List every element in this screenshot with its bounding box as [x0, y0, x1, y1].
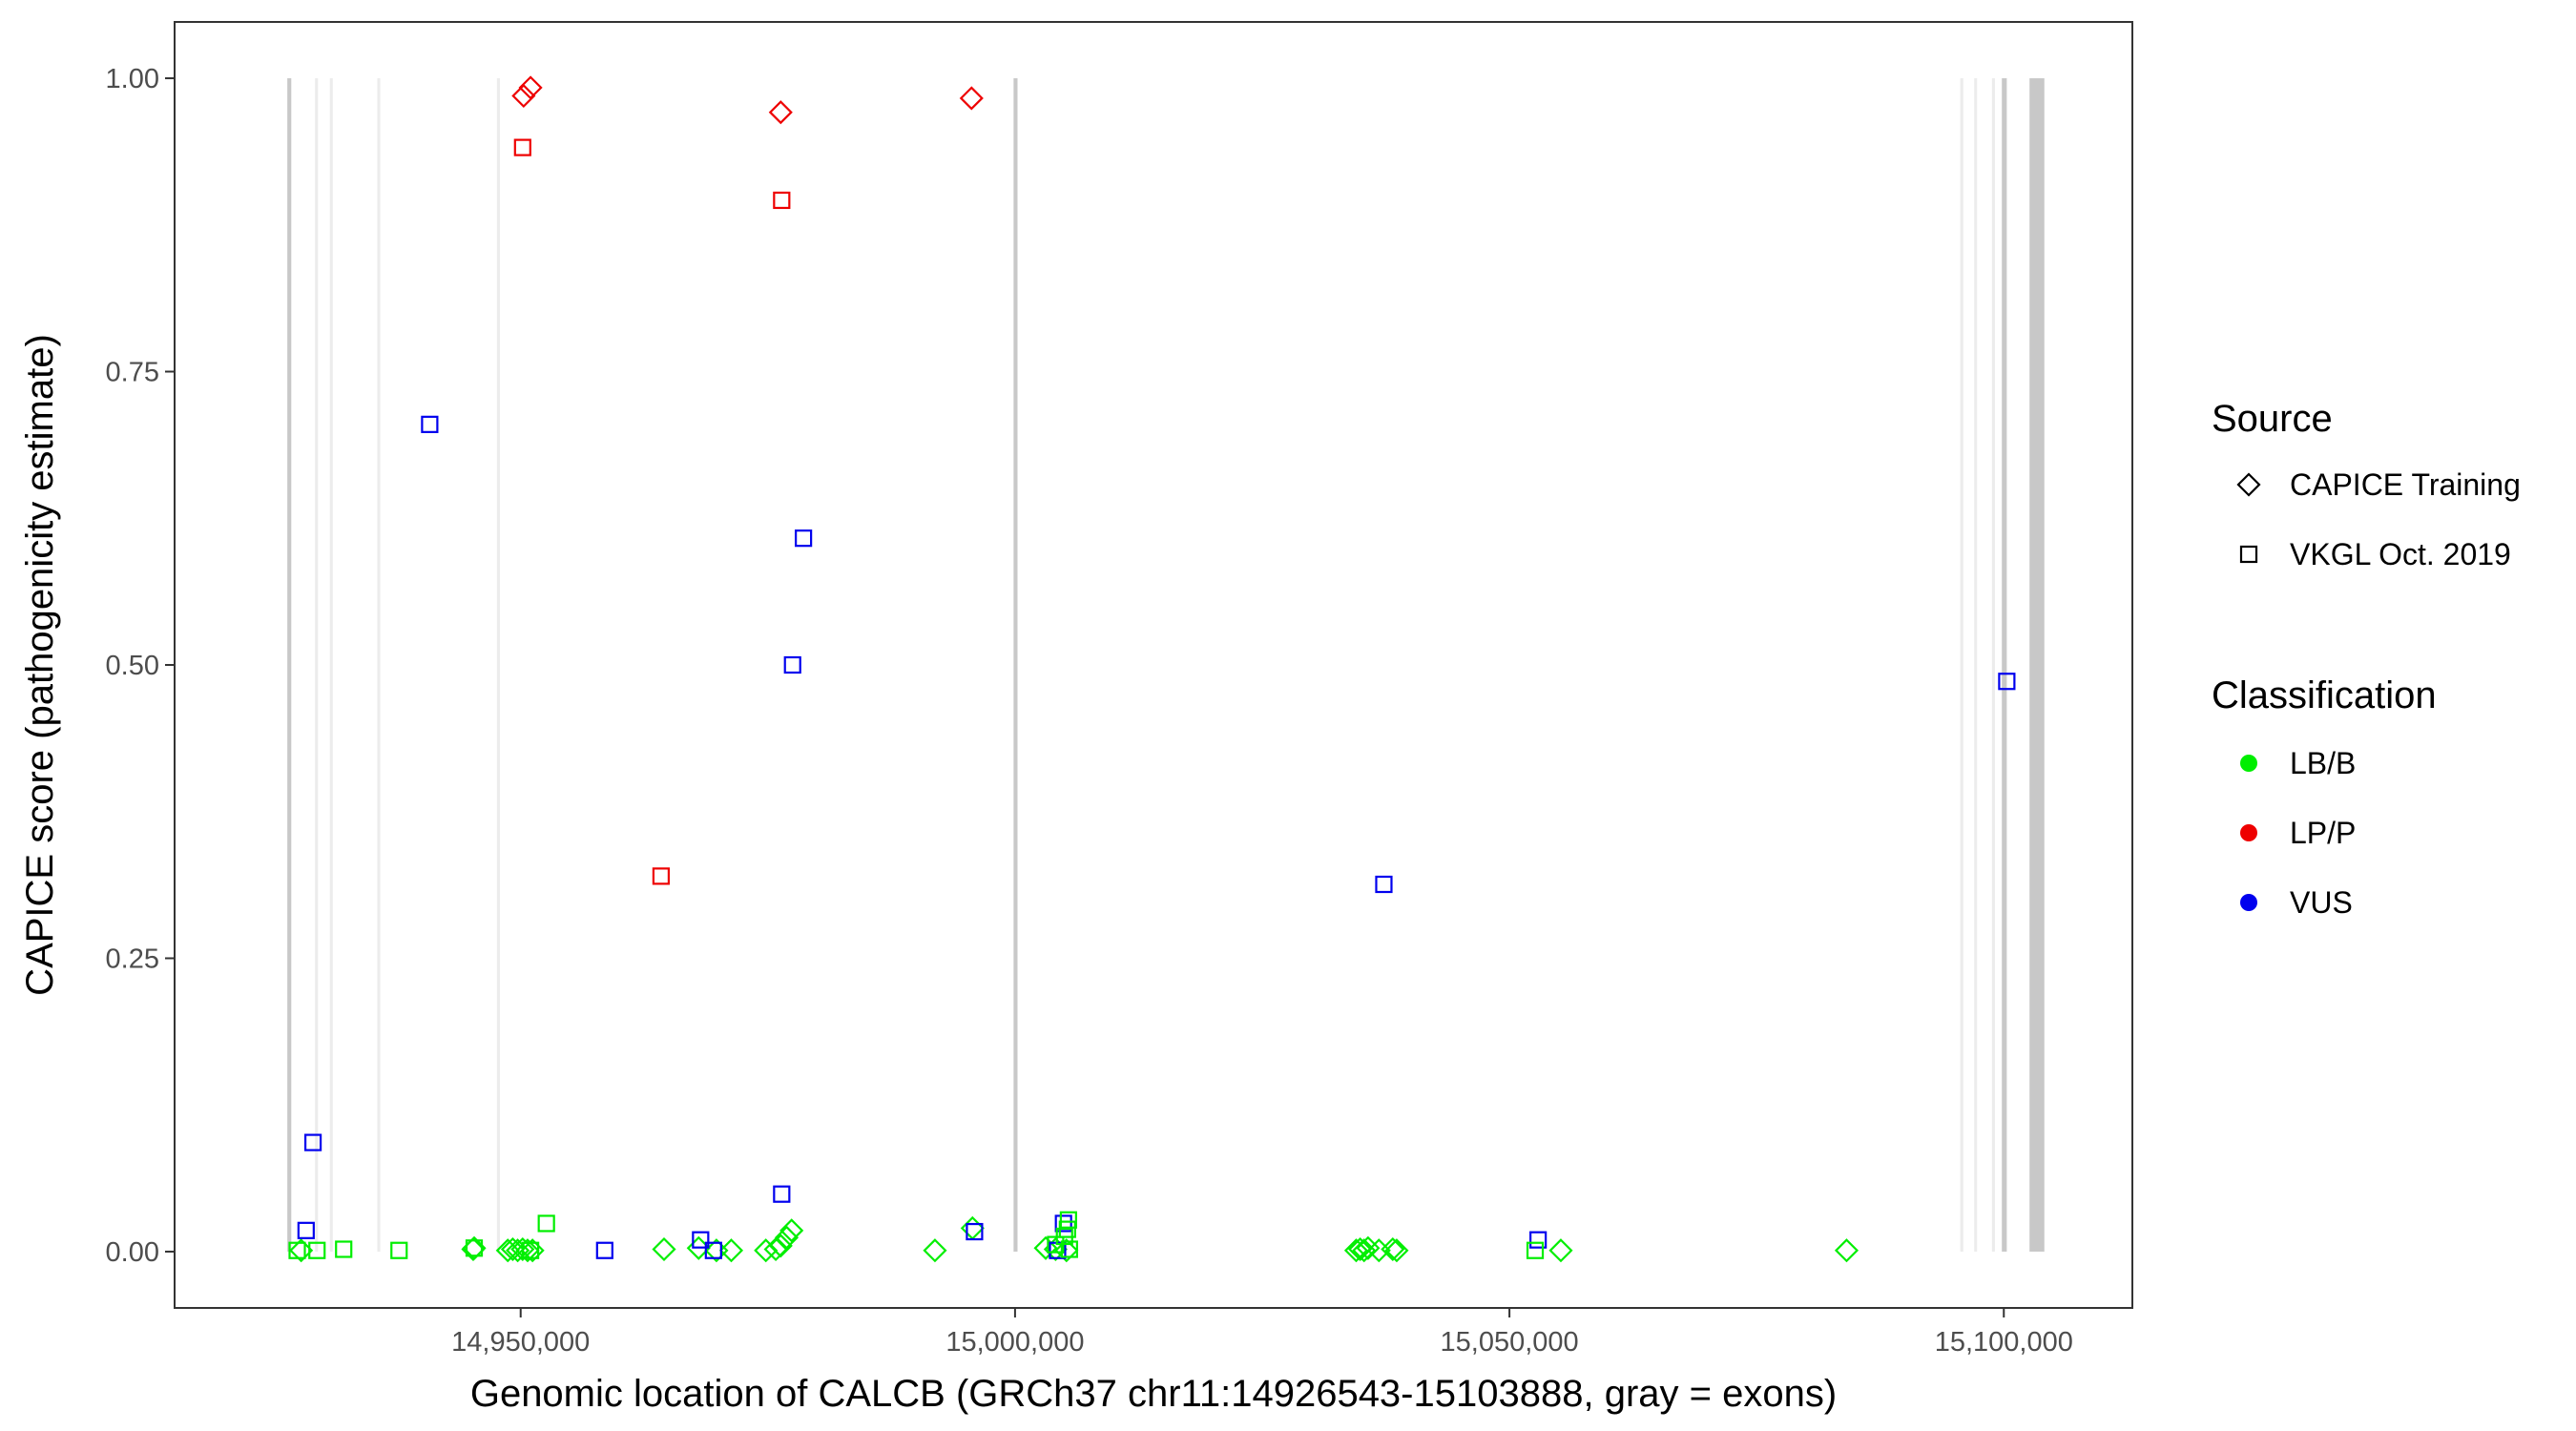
data-point: [520, 1238, 545, 1263]
exon-band: [1974, 78, 1978, 1252]
data-point: [303, 1133, 322, 1151]
y-tick-label: 0.25: [106, 944, 159, 974]
y-axis-title: CAPICE score (pathogenicity estimate): [19, 334, 61, 996]
data-point: [1526, 1241, 1545, 1259]
data-point: [1058, 1220, 1076, 1238]
data-point: [1348, 1236, 1373, 1262]
legend-label: VKGL Oct. 2019: [2290, 537, 2511, 571]
legend-key-dot: [2240, 755, 2257, 772]
x-tick-label: 15,000,000: [945, 1327, 1084, 1358]
y-tick-label: 0.75: [106, 358, 159, 388]
data-point: [795, 529, 813, 548]
data-point: [288, 1241, 306, 1259]
data-point: [308, 1241, 326, 1259]
data-point: [718, 1238, 744, 1263]
data-point: [773, 1185, 791, 1203]
x-axis: 14,950,000 15,000,000 15,050,000 15,100,000: [451, 1308, 2073, 1358]
y-tick-label: 0.50: [106, 651, 159, 681]
data-point: [510, 1236, 535, 1262]
data-point: [652, 867, 670, 885]
data-point: [1548, 1238, 1573, 1263]
data-point: [774, 1225, 800, 1250]
data-point: [773, 191, 791, 210]
data-point: [518, 75, 543, 100]
data-point: [1059, 1211, 1077, 1229]
data-point: [959, 86, 984, 111]
exon-band: [377, 78, 381, 1252]
legend-key-dot: [2240, 824, 2257, 841]
legend-title: Classification: [2212, 674, 2437, 716]
data-point: [779, 1218, 804, 1243]
data-point: [966, 1222, 984, 1241]
legend-label: VUS: [2290, 885, 2353, 920]
legend-key-diamond: [2236, 472, 2261, 497]
data-point: [537, 1214, 555, 1233]
data-point: [335, 1240, 353, 1258]
data-point: [513, 138, 531, 156]
x-tick-label: 15,100,000: [1935, 1327, 2073, 1358]
legend-title: Source: [2212, 398, 2333, 440]
exon-band: [287, 78, 292, 1252]
exon-band: [315, 78, 319, 1252]
data-point: [1033, 1235, 1058, 1260]
data-point: [768, 100, 793, 125]
data-point: [768, 1234, 793, 1258]
data-point: [1375, 875, 1393, 894]
data-point: [652, 1236, 676, 1262]
exon-band: [2002, 78, 2007, 1252]
data-point: [511, 83, 536, 109]
data-point: [1343, 1238, 1369, 1263]
exon-band: [496, 78, 500, 1252]
exon-band: [2029, 78, 2045, 1252]
data-point: [1834, 1238, 1859, 1263]
exon-band: [329, 78, 333, 1252]
exon-band: [1013, 78, 1018, 1252]
data-point: [692, 1231, 710, 1249]
data-point: [1998, 673, 2016, 691]
exon-bands: [287, 78, 2045, 1252]
legend-label: LB/B: [2290, 746, 2356, 780]
data-point: [515, 1238, 540, 1263]
data-point: [390, 1241, 408, 1259]
x-tick-label: 15,050,000: [1441, 1327, 1579, 1358]
legend: Source CAPICE Training VKGL Oct. 2019 Class…: [2212, 398, 2521, 920]
legend-label: CAPICE Training: [2290, 467, 2521, 502]
legend-key-dot: [2240, 894, 2257, 911]
x-axis-title: Genomic location of CALCB (GRCh37 chr11:…: [470, 1373, 1837, 1415]
data-point: [421, 415, 439, 433]
exon-band: [1960, 78, 1963, 1252]
data-point: [500, 1236, 525, 1262]
data-points: [288, 75, 2016, 1263]
data-point: [704, 1241, 722, 1259]
data-point: [923, 1238, 947, 1263]
y-tick-label: 0.00: [106, 1237, 159, 1268]
data-point: [595, 1241, 613, 1259]
exon-band: [1991, 78, 1995, 1252]
y-axis: 0.00 0.25 0.50 0.75 1.00: [106, 64, 175, 1268]
data-point: [1060, 1240, 1079, 1258]
data-point: [1054, 1214, 1072, 1233]
x-tick-label: 14,950,000: [451, 1327, 590, 1358]
data-point: [783, 655, 801, 674]
data-point: [289, 1238, 314, 1263]
data-point: [1529, 1231, 1548, 1249]
legend-key-square: [2239, 545, 2258, 564]
data-point: [1384, 1238, 1409, 1263]
legend-label: LP/P: [2290, 816, 2356, 850]
data-point: [465, 1239, 484, 1257]
data-point: [521, 1241, 540, 1259]
data-point: [1381, 1236, 1405, 1262]
data-point: [1054, 1238, 1079, 1263]
data-point: [297, 1221, 315, 1239]
y-tick-label: 1.00: [106, 64, 159, 94]
